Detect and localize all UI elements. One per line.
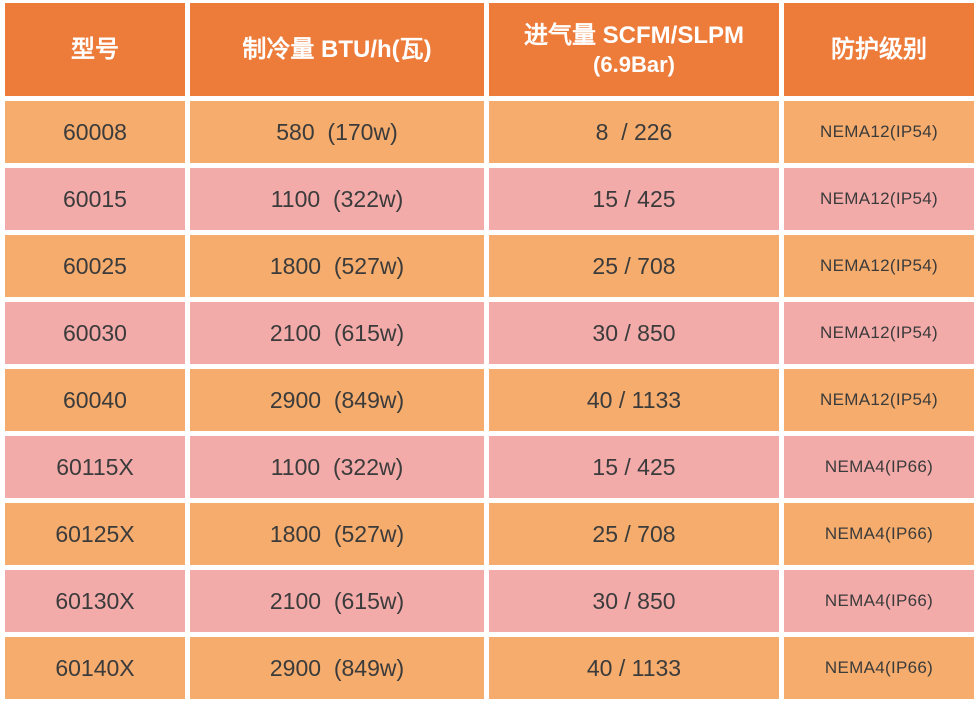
airflow-cell: 40 / 1133 (489, 369, 779, 431)
model-cell: 60008 (5, 101, 185, 163)
airflow-cell: 30 / 850 (489, 302, 779, 364)
cooling-cell: 1800 (527w) (190, 503, 484, 565)
cooling-cell: 580 (170w) (190, 101, 484, 163)
airflow-cell: 8 / 226 (489, 101, 779, 163)
model-cell: 60040 (5, 369, 185, 431)
col-header-protection-label: 防护级别 (831, 35, 927, 63)
model-cell: 60130X (5, 570, 185, 632)
protection-cell: NEMA4(IP66) (784, 637, 974, 699)
col-header-cooling: 制冷量 BTU/h(瓦) (190, 3, 484, 96)
protection-cell: NEMA12(IP54) (784, 101, 974, 163)
model-cell: 60030 (5, 302, 185, 364)
model-cell: 60140X (5, 637, 185, 699)
model-cell: 60015 (5, 168, 185, 230)
airflow-cell: 30 / 850 (489, 570, 779, 632)
protection-cell: NEMA12(IP54) (784, 168, 974, 230)
airflow-cell: 40 / 1133 (489, 637, 779, 699)
airflow-cell: 15 / 425 (489, 436, 779, 498)
col-header-airflow-line1: 进气量 SCFM/SLPM (524, 21, 744, 49)
airflow-cell: 15 / 425 (489, 168, 779, 230)
protection-cell: NEMA4(IP66) (784, 570, 974, 632)
model-cell: 60025 (5, 235, 185, 297)
col-header-model: 型号 (5, 3, 185, 96)
model-cell: 60125X (5, 503, 185, 565)
cooling-cell: 1100 (322w) (190, 168, 484, 230)
col-header-cooling-label: 制冷量 BTU/h(瓦) (242, 35, 432, 63)
col-header-protection: 防护级别 (784, 3, 974, 96)
product-spec-table: 型号 制冷量 BTU/h(瓦) 进气量 SCFM/SLPM (6.9Bar) 防… (5, 3, 974, 699)
protection-cell: NEMA4(IP66) (784, 503, 974, 565)
protection-cell: NEMA12(IP54) (784, 302, 974, 364)
protection-cell: NEMA12(IP54) (784, 369, 974, 431)
cooling-cell: 2100 (615w) (190, 302, 484, 364)
cooling-cell: 2900 (849w) (190, 637, 484, 699)
col-header-model-label: 型号 (71, 35, 119, 63)
airflow-cell: 25 / 708 (489, 503, 779, 565)
protection-cell: NEMA12(IP54) (784, 235, 974, 297)
model-cell: 60115X (5, 436, 185, 498)
cooling-cell: 1100 (322w) (190, 436, 484, 498)
cooling-cell: 2900 (849w) (190, 369, 484, 431)
cooling-cell: 1800 (527w) (190, 235, 484, 297)
col-header-airflow: 进气量 SCFM/SLPM (6.9Bar) (489, 3, 779, 96)
cooling-cell: 2100 (615w) (190, 570, 484, 632)
protection-cell: NEMA4(IP66) (784, 436, 974, 498)
airflow-cell: 25 / 708 (489, 235, 779, 297)
col-header-airflow-line2: (6.9Bar) (593, 51, 675, 77)
